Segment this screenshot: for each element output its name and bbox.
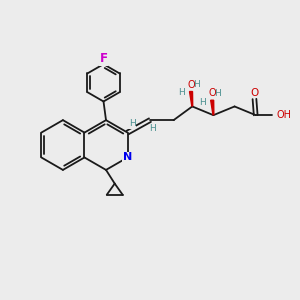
Text: H: H: [199, 98, 206, 107]
Polygon shape: [211, 100, 214, 115]
Polygon shape: [190, 92, 193, 106]
Text: H: H: [149, 124, 156, 133]
Text: O: O: [208, 88, 216, 98]
Text: O: O: [187, 80, 195, 90]
Text: N: N: [123, 152, 132, 163]
Text: OH: OH: [276, 110, 291, 120]
Text: F: F: [100, 52, 107, 65]
Text: H: H: [178, 88, 184, 97]
Text: H: H: [214, 89, 221, 98]
Text: H: H: [193, 80, 200, 89]
Text: H: H: [129, 119, 135, 128]
Text: O: O: [250, 88, 259, 98]
